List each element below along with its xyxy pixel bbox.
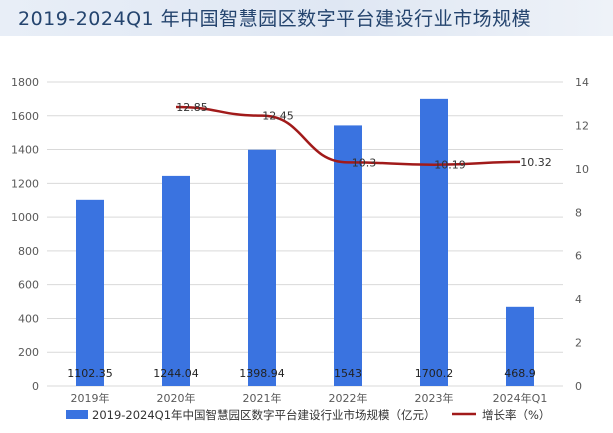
x-tick-label: 2022年 xyxy=(329,391,368,405)
y-tick-label-right: 4 xyxy=(575,293,582,306)
y-tick-label-left: 600 xyxy=(18,279,39,292)
legend-swatch-bar xyxy=(66,410,88,419)
y-tick-label-left: 1200 xyxy=(11,177,39,190)
line-value-label: 12.85 xyxy=(176,101,208,114)
bar-value-label: 1543 xyxy=(334,367,362,380)
bar xyxy=(76,199,104,386)
bar-value-label: 1700.2 xyxy=(415,367,454,380)
line-value-label: 10.19 xyxy=(434,159,466,172)
y-tick-label-right: 8 xyxy=(575,206,582,219)
y-tick-label-right: 14 xyxy=(575,76,589,89)
line-value-label: 12.45 xyxy=(262,110,294,123)
bar-value-label: 1102.35 xyxy=(67,367,113,380)
y-tick-label-left: 400 xyxy=(18,312,39,325)
title-band: 2019-2024Q1 年中国智慧园区数字平台建设行业市场规模 xyxy=(0,0,613,36)
line-value-label: 10.3 xyxy=(352,156,377,169)
bar xyxy=(334,125,362,386)
y-tick-label-right: 12 xyxy=(575,119,589,132)
y-tick-label-left: 0 xyxy=(32,380,39,393)
y-tick-label-right: 0 xyxy=(575,380,582,393)
x-tick-label: 2023年 xyxy=(415,391,454,405)
x-tick-label: 2024年Q1 xyxy=(493,391,548,405)
bar xyxy=(506,306,534,386)
growth-rate-line xyxy=(175,105,521,166)
y-tick-label-right: 6 xyxy=(575,250,582,263)
bar xyxy=(248,149,276,386)
chart-title: 2019-2024Q1 年中国智慧园区数字平台建设行业市场规模 xyxy=(18,8,532,30)
y-tick-label-left: 200 xyxy=(18,346,39,359)
bar xyxy=(420,98,448,387)
y-tick-label-left: 1400 xyxy=(11,144,39,157)
y-tick-label-left: 800 xyxy=(18,245,39,258)
legend-label-bar: 2019-2024Q1年中国智慧园区数字平台建设行业市场规模（亿元） xyxy=(92,408,436,422)
bar-value-label: 468.9 xyxy=(504,367,536,380)
y-tick-label-left: 1800 xyxy=(11,76,39,89)
x-tick-label: 2020年 xyxy=(157,391,196,405)
y-tick-label-left: 1000 xyxy=(11,211,39,224)
bar-value-label: 1398.94 xyxy=(239,367,285,380)
bar-value-label: 1244.04 xyxy=(153,367,199,380)
bar xyxy=(162,175,190,386)
x-tick-label: 2021年 xyxy=(243,391,282,405)
legend-label-line: 增长率（%） xyxy=(482,408,550,422)
line-value-label: 10.32 xyxy=(520,156,552,169)
y-tick-label-right: 2 xyxy=(575,337,582,350)
y-tick-label-left: 1600 xyxy=(11,110,39,123)
x-tick-label: 2019年 xyxy=(71,391,110,405)
y-tick-label-right: 10 xyxy=(575,163,589,176)
